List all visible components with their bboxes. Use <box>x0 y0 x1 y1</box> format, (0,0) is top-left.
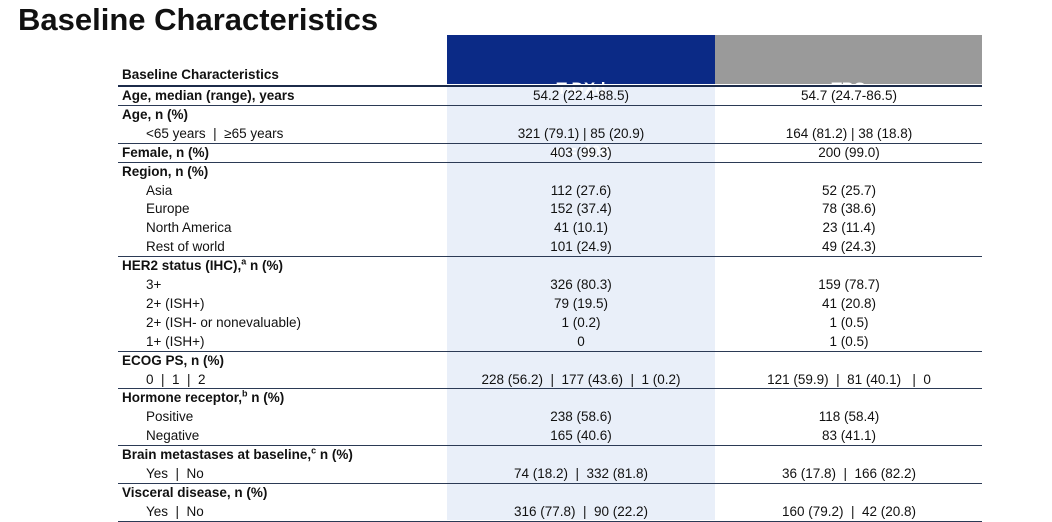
row-label: 1+ (ISH+) <box>146 333 205 349</box>
cell-value: 23 (11.4) <box>822 220 876 236</box>
cell-value: 121 (59.9) | 81 (40.1) | 0 <box>767 371 931 387</box>
cell-value: 52 (25.7) <box>821 182 877 198</box>
cell-value: 316 (77.8) | 90 (22.2) <box>513 503 649 519</box>
cell-value: 83 (41.1) <box>821 428 877 444</box>
cell-value: 159 (78.7) <box>818 277 880 292</box>
cell-value: 49 (24.3) <box>821 239 877 255</box>
group-rule <box>118 483 982 484</box>
column-name: T-DXd <box>556 79 606 98</box>
group-rule <box>118 445 982 446</box>
header-cell: T-DXd n = 406 <box>447 35 715 161</box>
group-rule <box>118 256 982 257</box>
cell-value: 326 (80.3) <box>550 277 612 292</box>
cell-value: 41 (20.8) <box>821 295 877 311</box>
group-label-text: Visceral disease, n (%) <box>122 484 268 500</box>
row-label: North America <box>146 220 232 236</box>
slide-title: Baseline Characteristics <box>18 2 379 37</box>
row-label: Rest of world <box>146 239 225 255</box>
row-label: 2+ (ISH+) <box>146 295 205 311</box>
row-label: Yes | No <box>146 466 204 481</box>
row-label: Positive <box>146 409 194 425</box>
cell-value: 74 (18.2) | 332 (81.8) <box>513 466 649 481</box>
group-label: Region, n (%) <box>122 163 208 182</box>
group-label-suffix: n (%) <box>316 447 353 463</box>
cell-value: 164 (81.2) | 38 (18.8) <box>785 125 913 141</box>
group-label-text: Hormone receptor, <box>122 390 243 406</box>
group-label: Age, median (range), years <box>122 87 295 106</box>
cell-value: 152 (37.4) <box>550 201 612 217</box>
group-label-suffix: n (%) <box>246 258 284 274</box>
column-n: n = 202 <box>819 142 878 161</box>
header-rule <box>118 85 982 87</box>
row-label: 0 | 1 | 2 <box>146 371 206 387</box>
group-label-text: Female, n (%) <box>122 144 210 160</box>
cell-value: 165 (40.6) <box>550 428 612 444</box>
cell-value: 228 (56.2) | 177 (43.6) | 1 (0.2) <box>481 371 681 387</box>
cell-value: 118 (58.4) <box>818 409 880 425</box>
column-shade <box>447 86 715 520</box>
row-label: Yes | No <box>146 503 204 519</box>
footnote-mark: c <box>311 445 317 456</box>
group-label: Age, n (%) <box>122 106 188 125</box>
cell-value: 101 (24.9) <box>550 239 612 255</box>
cell-value: 321 (79.1) | 85 (20.9) <box>517 125 645 141</box>
row-label: 2+ (ISH- or nonevaluable) <box>146 314 301 330</box>
cell-value: 78 (38.6) <box>821 201 877 217</box>
cell-value: 238 (58.6) <box>550 409 612 425</box>
group-label: Visceral disease, n (%) <box>122 484 267 503</box>
row-label: <65 years | ≥65 years <box>146 125 284 141</box>
group-label: ECOG PS, n (%) <box>122 352 224 371</box>
group-label-text: ECOG PS, n (%) <box>122 352 225 368</box>
group-rule <box>118 143 982 144</box>
group-label-suffix: n (%) <box>247 390 285 406</box>
column-n: n = 406 <box>551 142 611 161</box>
cell-value: 54.2 (22.4-88.5) <box>532 88 630 103</box>
group-label-text: HER2 status (IHC), <box>122 258 242 274</box>
header-cell: TPC n = 202 <box>715 35 982 161</box>
row-label: Asia <box>146 182 173 198</box>
cell-value: 0 <box>577 333 585 349</box>
group-rule <box>118 105 982 106</box>
group-rule <box>118 388 982 389</box>
cell-value: 41 (10.1) <box>553 220 609 236</box>
header-label: Baseline Characteristics <box>122 67 279 82</box>
cell-value: 160 (79.2) | 42 (20.8) <box>781 503 917 519</box>
cell-value: 79 (19.5) <box>553 295 609 311</box>
cell-value: 403 (99.3) <box>550 144 612 160</box>
row-label: Negative <box>146 428 200 444</box>
footnote-mark: a <box>241 256 247 267</box>
group-label: Female, n (%) <box>122 144 209 163</box>
cell-value: 1 (0.5) <box>829 333 869 349</box>
group-label-text: Brain metastases at baseline, <box>122 447 312 463</box>
footnote-mark: b <box>242 388 248 399</box>
group-label: Brain metastases at baseline,c n (%) <box>122 446 353 465</box>
cell-value: 36 (17.8) | 166 (82.2) <box>781 466 917 481</box>
group-label: Hormone receptor,b n (%) <box>122 389 284 408</box>
cell-value: 200 (99.0) <box>818 144 880 160</box>
group-rule <box>118 351 982 352</box>
group-label: HER2 status (IHC),a n (%) <box>122 257 283 276</box>
group-label-text: Age, median (range), years <box>122 88 295 103</box>
cell-value: 1 (0.5) <box>829 314 869 330</box>
cell-value: 54.7 (24.7-86.5) <box>800 88 898 103</box>
cell-value: 1 (0.2) <box>561 314 601 330</box>
row-label: Europe <box>146 201 190 217</box>
group-label-text: Region, n (%) <box>122 163 209 179</box>
group-rule <box>118 162 982 163</box>
row-label: 3+ <box>146 277 162 292</box>
column-name: TPC <box>831 79 866 98</box>
cell-value: 112 (27.6) <box>550 182 612 198</box>
group-label-text: Age, n (%) <box>122 106 188 122</box>
